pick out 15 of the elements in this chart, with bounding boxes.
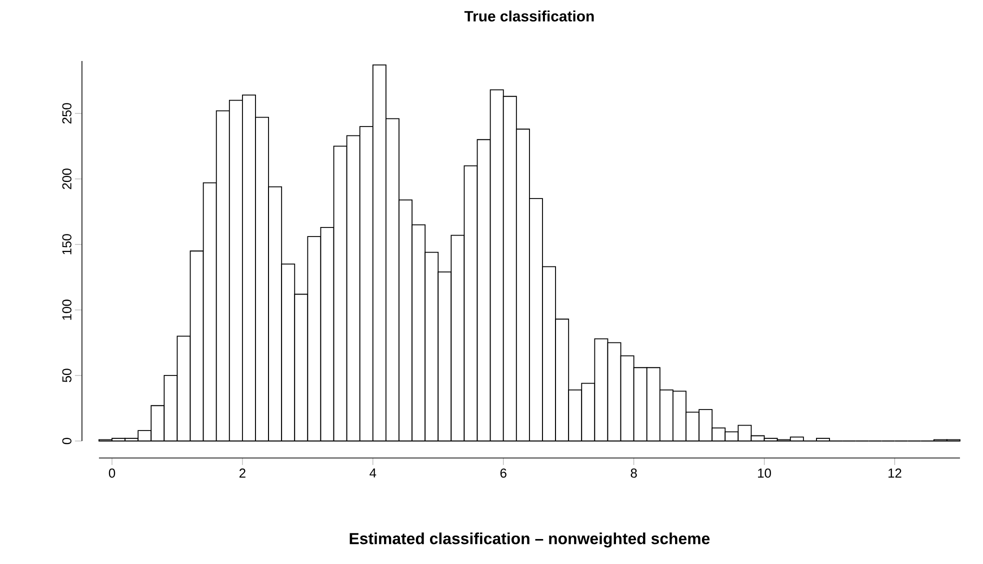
y-tick-label: 150 [62,234,72,254]
x-tick-label: 2 [240,468,246,478]
y-tick-label: 200 [62,168,72,190]
y-tick-label: 100 [62,300,72,320]
x-tick-label: 10 [758,468,771,478]
x-tick-label: 0 [108,468,116,478]
x-tick-label: 4 [370,468,376,478]
x-tick-label: 8 [630,468,637,478]
x-tick-label: 6 [500,468,506,478]
y-tick-label: 250 [62,103,72,124]
y-tick-label: 0 [62,438,72,444]
y-tick-label: 50 [62,368,72,382]
x-tick-label: 12 [888,468,902,478]
chart-title: True classification [464,10,594,22]
x-axis-title: Estimated classification – nonweighted scheme [350,532,710,548]
